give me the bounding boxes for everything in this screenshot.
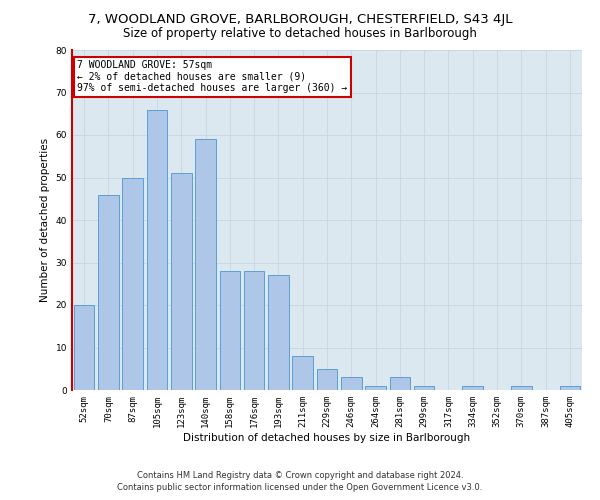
Bar <box>98 194 119 390</box>
Text: Size of property relative to detached houses in Barlborough: Size of property relative to detached ho… <box>123 28 477 40</box>
Text: Contains HM Land Registry data © Crown copyright and database right 2024.
Contai: Contains HM Land Registry data © Crown c… <box>118 471 482 492</box>
Bar <box>146 110 167 390</box>
Bar <box>195 139 216 390</box>
Bar <box>560 386 580 390</box>
Y-axis label: Number of detached properties: Number of detached properties <box>40 138 50 302</box>
Bar <box>74 305 94 390</box>
Bar <box>268 275 289 390</box>
Bar <box>122 178 143 390</box>
X-axis label: Distribution of detached houses by size in Barlborough: Distribution of detached houses by size … <box>184 432 470 442</box>
Bar <box>511 386 532 390</box>
Bar <box>171 174 191 390</box>
Bar <box>292 356 313 390</box>
Bar <box>463 386 483 390</box>
Bar <box>414 386 434 390</box>
Bar <box>317 369 337 390</box>
Bar <box>244 271 265 390</box>
Text: 7 WOODLAND GROVE: 57sqm
← 2% of detached houses are smaller (9)
97% of semi-deta: 7 WOODLAND GROVE: 57sqm ← 2% of detached… <box>77 60 347 94</box>
Bar <box>341 378 362 390</box>
Bar <box>365 386 386 390</box>
Bar <box>389 378 410 390</box>
Text: 7, WOODLAND GROVE, BARLBOROUGH, CHESTERFIELD, S43 4JL: 7, WOODLAND GROVE, BARLBOROUGH, CHESTERF… <box>88 12 512 26</box>
Bar <box>220 271 240 390</box>
